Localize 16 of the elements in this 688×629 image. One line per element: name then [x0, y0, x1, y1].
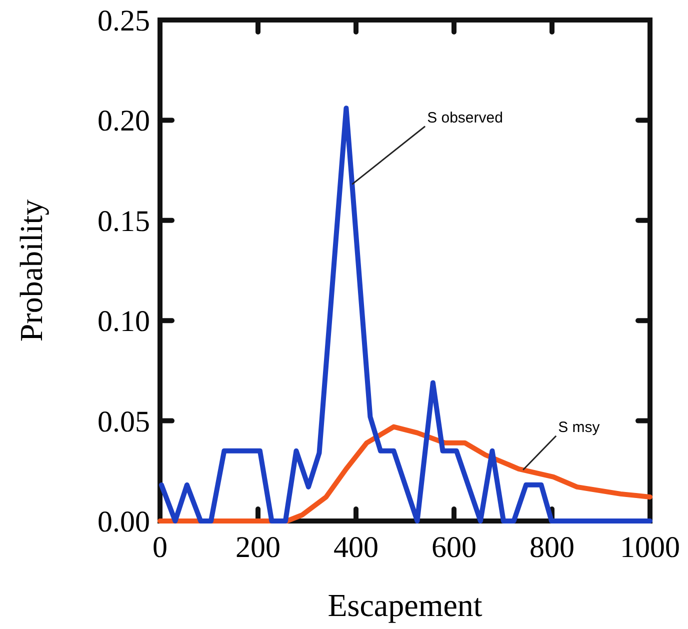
x-tick-label: 800 — [530, 531, 574, 564]
y-tick-label: 0.25 — [98, 4, 150, 38]
y-tick-label: 0.00 — [98, 506, 150, 538]
y-tick-label: 0.10 — [98, 305, 150, 338]
annotation: S msy — [558, 418, 600, 436]
x-tick-label: 200 — [236, 531, 280, 564]
y-axis-title: Probability — [13, 199, 49, 342]
y-tick-label: 0.05 — [98, 405, 150, 438]
annotation: S observed — [427, 109, 503, 126]
x-tick-label: 0 — [152, 531, 168, 564]
y-tick-label: 0.15 — [98, 204, 150, 238]
x-axis-title: Escapement — [328, 587, 482, 623]
x-tick-label: 600 — [432, 531, 476, 564]
y-tick-label: 0.20 — [98, 104, 150, 138]
x-tick-label: 1000 — [620, 531, 680, 564]
x-tick-label: 400 — [334, 531, 378, 564]
